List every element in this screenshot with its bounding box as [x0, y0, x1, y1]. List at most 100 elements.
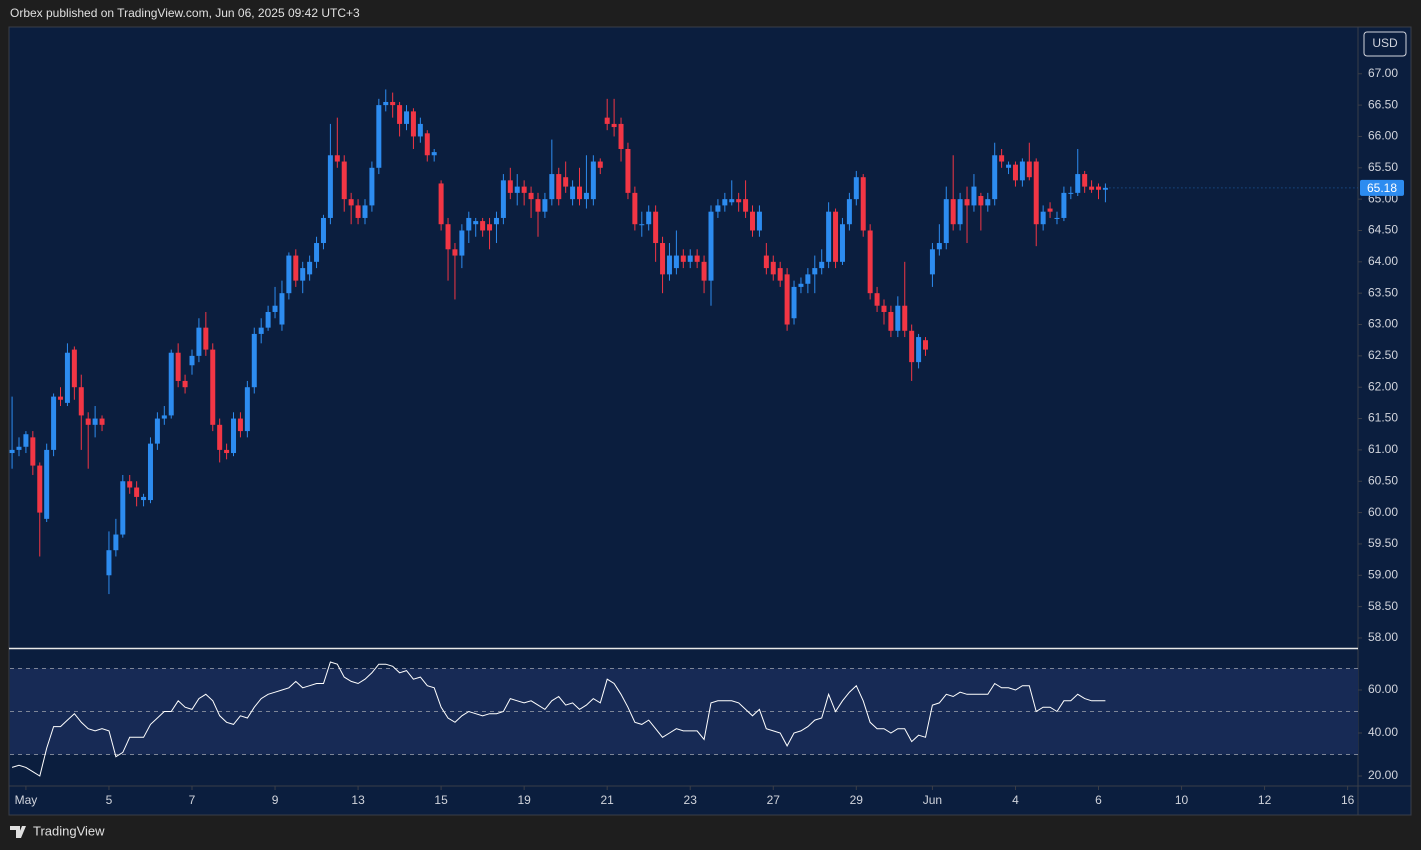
candle-body	[860, 177, 866, 231]
candle-body	[563, 177, 569, 187]
candle-body	[487, 224, 493, 231]
rsi-line	[11, 661, 1106, 777]
candle-body	[687, 255, 693, 262]
y-tick-label: 62.50	[1368, 348, 1398, 362]
candle-body	[210, 349, 216, 425]
currency-button[interactable]	[1363, 31, 1407, 57]
candle-body	[397, 105, 403, 124]
candle-body	[964, 199, 970, 206]
candle-body	[1033, 161, 1039, 225]
candle-body	[1006, 164, 1012, 168]
candle-body	[85, 418, 91, 425]
candle-body	[694, 255, 700, 262]
candle-body	[798, 283, 804, 287]
candle-body	[286, 255, 292, 294]
candle-body	[653, 211, 659, 244]
candle-body	[812, 268, 818, 275]
candle-body	[44, 449, 50, 519]
candle-body	[570, 186, 576, 200]
candle-body	[224, 449, 230, 454]
y-tick-label: 64.50	[1368, 223, 1398, 237]
y-tick-label: 66.00	[1368, 129, 1398, 143]
candle-body	[611, 123, 617, 128]
candle-body	[708, 211, 714, 281]
candle-body	[1068, 192, 1074, 194]
y-tick-label: 63.50	[1368, 285, 1398, 299]
x-tick-label: 7	[189, 793, 196, 807]
candle-body	[265, 311, 271, 328]
candle-body	[936, 243, 942, 250]
candle-body	[480, 221, 486, 231]
candle-body	[231, 418, 237, 454]
candle-body	[521, 186, 527, 193]
candle-body	[244, 387, 250, 432]
candle-body	[632, 192, 638, 225]
candle-body	[909, 330, 915, 363]
candle-body	[971, 186, 977, 206]
candle-body	[646, 211, 652, 225]
candle-body	[528, 192, 534, 200]
candle-body	[424, 133, 430, 156]
candle-body	[992, 155, 998, 200]
header: Orbex published on TradingView.com, Jun …	[10, 6, 360, 20]
candle-body	[916, 337, 922, 363]
candle-body	[327, 155, 333, 218]
y-tick-label: 61.00	[1368, 442, 1398, 456]
candle-body	[23, 434, 29, 447]
x-tick-label: 16	[1341, 793, 1355, 807]
candle-body	[784, 274, 790, 325]
candle-body	[320, 217, 326, 244]
candle-body	[134, 487, 140, 497]
candle-body	[182, 380, 188, 388]
candle-body	[577, 186, 583, 200]
candle-body	[846, 199, 852, 225]
candle-body	[113, 534, 119, 551]
candle-body	[175, 352, 181, 381]
candle-body	[92, 418, 98, 425]
candle-body	[417, 123, 423, 137]
candle-body	[1102, 187, 1108, 190]
x-tick-label: 10	[1175, 793, 1189, 807]
candle-body	[30, 437, 36, 466]
candle-body	[1040, 211, 1046, 225]
candle-body	[106, 550, 112, 576]
candle-body	[334, 155, 340, 162]
y-tick-label: 66.50	[1368, 97, 1398, 111]
candle-body	[251, 333, 257, 388]
candle-body	[1096, 186, 1102, 190]
candle-body	[722, 199, 728, 206]
candle-body	[58, 396, 64, 400]
candle-body	[673, 255, 679, 269]
y-tick-label: 61.50	[1368, 411, 1398, 425]
candle-body	[473, 221, 479, 225]
candle-body	[154, 418, 160, 444]
x-tick-label: 5	[106, 793, 113, 807]
candle-body	[258, 327, 264, 334]
candle-body	[500, 180, 506, 218]
x-tick-label: 21	[601, 793, 615, 807]
candle-body	[895, 305, 901, 331]
candle-body	[410, 111, 416, 137]
candle-body	[978, 196, 984, 206]
last-price-label: 65.18	[1367, 181, 1397, 195]
x-tick-label: 27	[767, 793, 781, 807]
x-tick-label: 6	[1095, 793, 1102, 807]
candle-body	[141, 496, 147, 501]
candle-body	[729, 199, 735, 203]
candle-body	[514, 186, 520, 193]
candle-body	[736, 199, 742, 203]
x-tick-label: Jun	[923, 793, 942, 807]
candle-body	[16, 446, 22, 450]
candle-body	[1019, 161, 1025, 181]
candle-body	[826, 211, 832, 262]
candle-body	[37, 465, 43, 513]
candle-body	[383, 101, 389, 106]
candle-body	[1075, 174, 1081, 193]
candle-body	[459, 230, 465, 256]
candle-body	[404, 111, 410, 124]
x-tick-label: 12	[1258, 793, 1272, 807]
candle-body	[867, 230, 873, 294]
currency[interactable]: USD	[1372, 36, 1398, 50]
candle-body	[874, 293, 880, 306]
